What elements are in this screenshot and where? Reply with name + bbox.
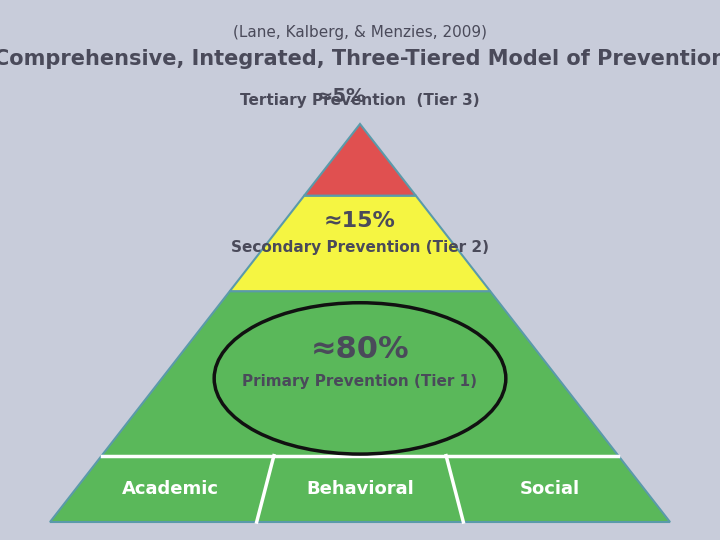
Text: ≈5%: ≈5% <box>318 87 366 106</box>
Text: ≈15%: ≈15% <box>324 211 396 232</box>
Text: Primary Prevention (Tier 1): Primary Prevention (Tier 1) <box>243 374 477 389</box>
Text: Comprehensive, Integrated, Three-Tiered Model of Prevention: Comprehensive, Integrated, Three-Tiered … <box>0 49 720 69</box>
Polygon shape <box>50 291 670 522</box>
Text: Tertiary Prevention  (Tier 3): Tertiary Prevention (Tier 3) <box>240 93 480 108</box>
Text: Secondary Prevention (Tier 2): Secondary Prevention (Tier 2) <box>231 240 489 255</box>
Polygon shape <box>230 195 490 291</box>
Text: (Lane, Kalberg, & Menzies, 2009): (Lane, Kalberg, & Menzies, 2009) <box>233 25 487 40</box>
Text: Behavioral: Behavioral <box>306 480 414 498</box>
Text: Social: Social <box>519 480 580 498</box>
Polygon shape <box>304 124 416 195</box>
Text: Academic: Academic <box>122 480 219 498</box>
Text: ≈80%: ≈80% <box>311 335 409 364</box>
